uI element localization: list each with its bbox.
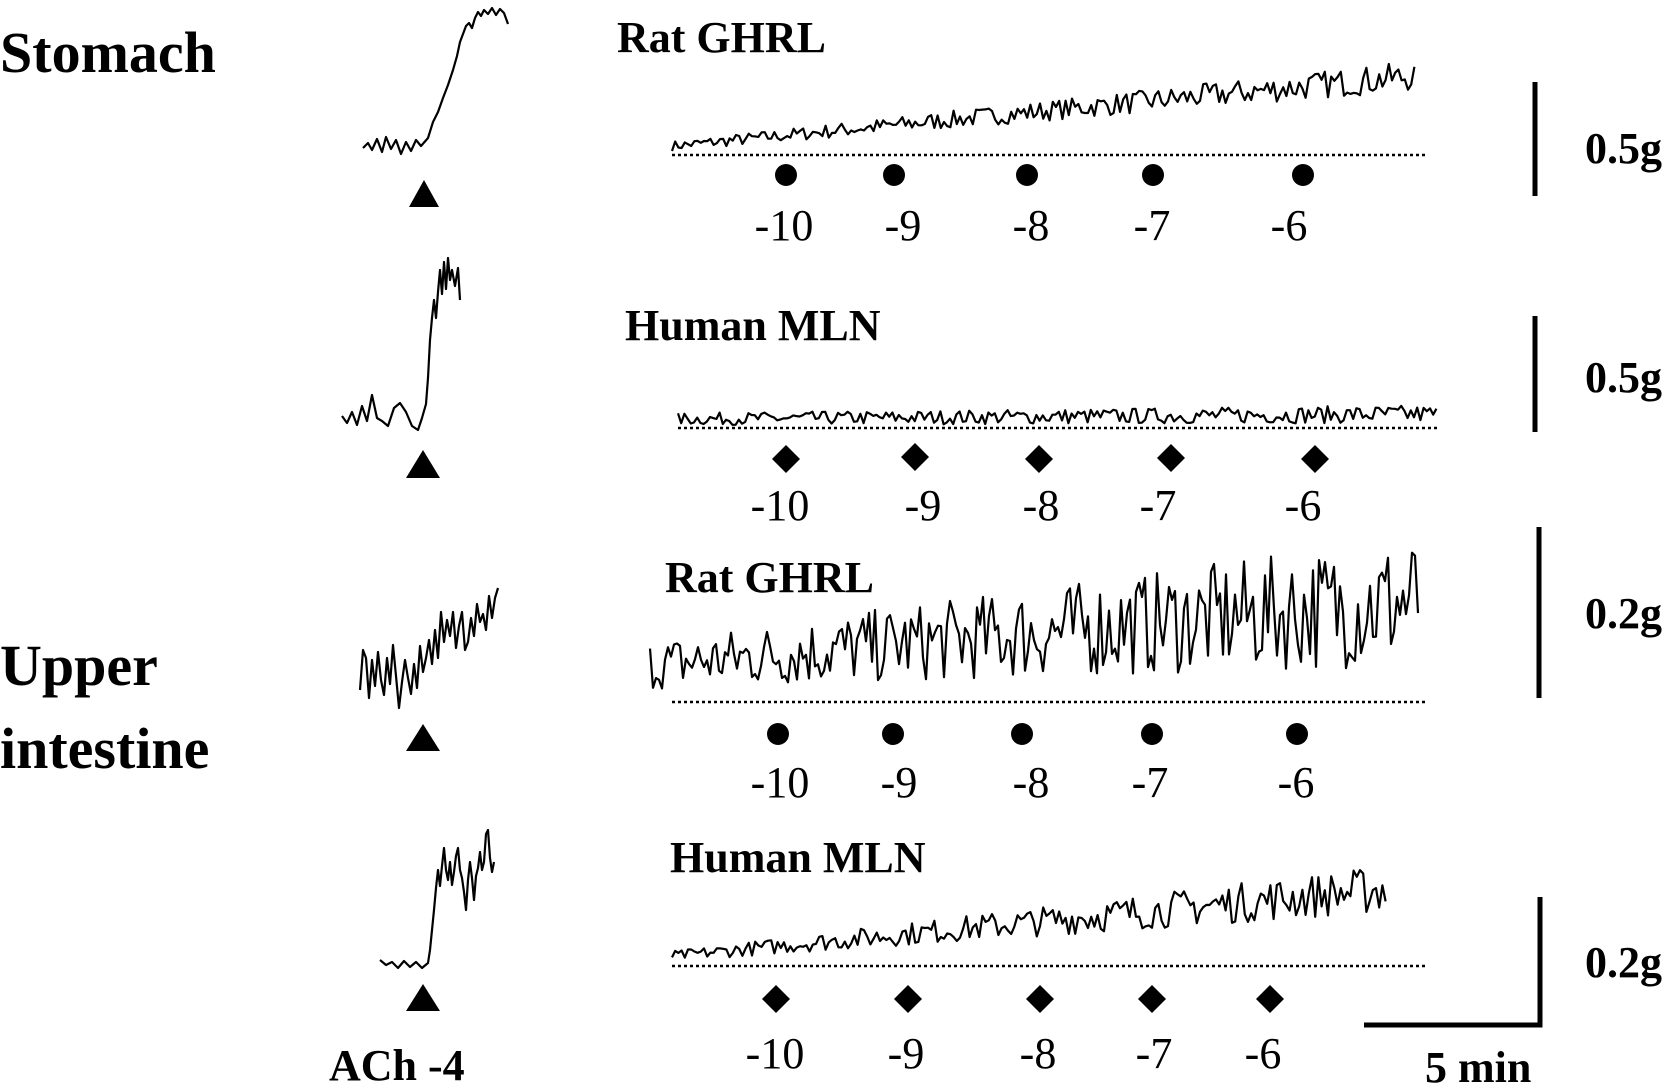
dose-label: -10 — [751, 481, 810, 530]
dose-label: -9 — [885, 201, 922, 250]
dose-marker-circle — [1142, 164, 1164, 186]
dose-marker-diamond — [1025, 445, 1053, 473]
dose-marker-diamond — [762, 985, 790, 1013]
trace-human-mln-intestine — [671, 869, 1387, 959]
row-title-1: Rat GHRL — [617, 13, 826, 62]
region-label-upper-intestine: Upper intestine — [0, 633, 209, 781]
dose-label: -8 — [1020, 1029, 1057, 1078]
scale-label-2: 0.5g — [1585, 353, 1662, 402]
dose-label: -7 — [1140, 481, 1177, 530]
dose-marker-circle — [767, 723, 789, 745]
dose-marker-diamond — [1138, 985, 1166, 1013]
dose-label: -9 — [881, 758, 918, 807]
dose-label: -7 — [1134, 201, 1171, 250]
trace-human-mln-stomach — [676, 404, 1438, 426]
row-title-2: Human MLN — [625, 301, 881, 350]
dose-marker-diamond — [1157, 444, 1185, 472]
ach-trace-3 — [358, 587, 500, 710]
dose-label: -10 — [746, 1029, 805, 1078]
dose-label: -8 — [1013, 758, 1050, 807]
dose-marker-circle — [1011, 723, 1033, 745]
ach-triangle-1 — [409, 180, 439, 207]
dose-label: -8 — [1023, 481, 1060, 530]
trace-rat-ghrl-intestine — [648, 551, 1420, 690]
ach-triangle-3 — [406, 724, 440, 751]
dose-marker-circle — [775, 164, 797, 186]
dose-label: -10 — [751, 758, 810, 807]
region-label-stomach: Stomach — [0, 20, 216, 85]
dose-label: -7 — [1136, 1029, 1173, 1078]
dose-marker-circle — [1286, 723, 1308, 745]
row-title-4: Human MLN — [670, 833, 926, 882]
dose-label: -7 — [1132, 758, 1169, 807]
dose-label: -6 — [1285, 481, 1322, 530]
dose-marker-circle — [1141, 723, 1163, 745]
ach-trace-2 — [341, 256, 462, 432]
dose-label: -9 — [905, 481, 942, 530]
dose-label: -6 — [1271, 201, 1308, 250]
time-scale-label: 5 min — [1425, 1043, 1531, 1090]
dose-label: -10 — [755, 201, 814, 250]
dose-marker-circle — [1292, 164, 1314, 186]
ach-triangle-2 — [406, 450, 440, 478]
dose-label: -6 — [1245, 1029, 1282, 1078]
dose-label: -8 — [1013, 201, 1050, 250]
ach-trace-4 — [379, 828, 496, 970]
dose-marker-diamond — [901, 443, 929, 471]
scale-label-3: 0.2g — [1585, 589, 1662, 638]
scale-bar-4-time — [1364, 897, 1543, 1028]
dose-label: -9 — [888, 1029, 925, 1078]
region-label-upper-line: Upper — [0, 633, 157, 698]
dose-marker-circle — [882, 723, 904, 745]
ach-trace-1 — [362, 6, 510, 156]
scale-label-1: 0.5g — [1585, 124, 1662, 173]
dose-marker-diamond — [1301, 445, 1329, 473]
dose-marker-diamond — [1256, 985, 1284, 1013]
dose-marker-circle — [883, 164, 905, 186]
dose-marker-circle — [1016, 164, 1038, 186]
trace-rat-ghrl-stomach — [670, 62, 1416, 152]
ach-label: ACh -4 — [329, 1041, 465, 1090]
row-title-3: Rat GHRL — [665, 553, 874, 602]
dose-marker-diamond — [1026, 985, 1054, 1013]
scale-label-4: 0.2g — [1585, 938, 1662, 987]
dose-marker-diamond — [772, 445, 800, 473]
ach-triangle-4 — [406, 984, 440, 1011]
dose-label: -6 — [1278, 758, 1315, 807]
region-label-intestine-line: intestine — [0, 716, 209, 781]
dose-marker-diamond — [894, 985, 922, 1013]
